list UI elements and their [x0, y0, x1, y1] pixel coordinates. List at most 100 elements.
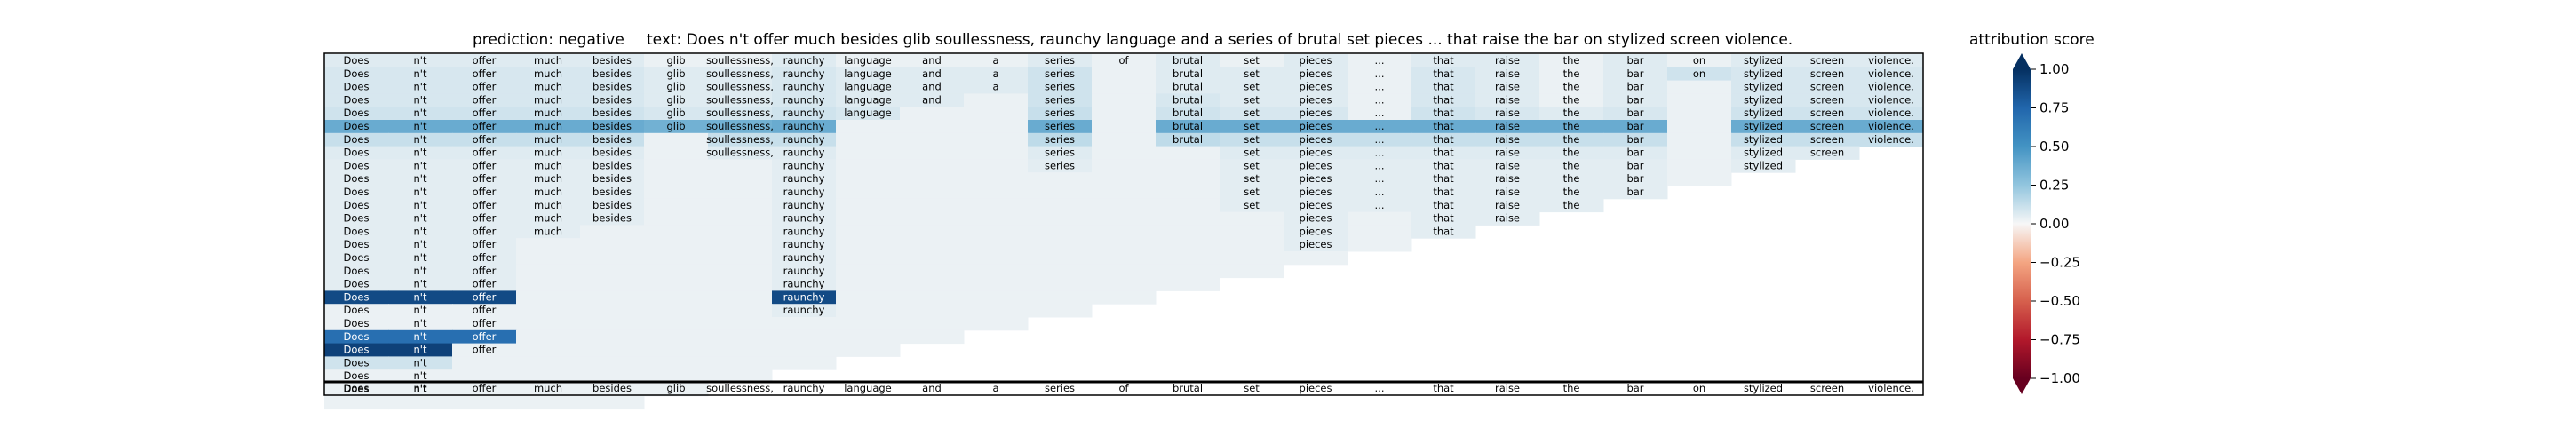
- heatmap-cell-label: stylized: [1744, 54, 1783, 67]
- token-axis-label: on: [1693, 382, 1705, 394]
- heatmap-cell-label: offer: [473, 81, 497, 93]
- heatmap-cell: [964, 317, 1029, 331]
- heatmap-cell: [708, 238, 773, 252]
- heatmap-cell: [516, 329, 581, 345]
- heatmap-cell-label: raise: [1495, 67, 1520, 80]
- heatmap-cell: [1348, 211, 1412, 226]
- heatmap-cell-label: brutal: [1173, 120, 1203, 132]
- token-axis-label: violence.: [1868, 382, 1914, 394]
- heatmap-cell-label: n't: [414, 93, 427, 106]
- heatmap-cell-label: n't: [414, 172, 427, 185]
- heatmap-cell-label: stylized: [1744, 133, 1783, 146]
- heatmap-cell: [1859, 93, 1924, 107]
- heatmap-cell-label: the: [1563, 120, 1580, 132]
- heatmap-cell: [836, 67, 901, 82]
- heatmap-cell: [1092, 132, 1157, 147]
- heatmap-cell: [388, 93, 453, 107]
- heatmap-cell-label: offer: [473, 212, 497, 225]
- heatmap-cell-label: much: [534, 186, 562, 198]
- heatmap-cell: [836, 54, 901, 68]
- heatmap-cell-label: raunchy: [783, 81, 825, 93]
- heatmap-cell: [452, 251, 517, 266]
- heatmap-cell: [324, 369, 389, 384]
- heatmap-cell: [388, 395, 453, 410]
- heatmap-cell: [580, 343, 645, 357]
- heatmap-cell: [964, 120, 1029, 134]
- heatmap-cell: [580, 264, 645, 279]
- heatmap-cell-label: ...: [1375, 67, 1385, 80]
- heatmap-cell-label: raise: [1495, 199, 1520, 211]
- heatmap-cell: [388, 225, 453, 239]
- heatmap-cell-label: much: [534, 225, 562, 237]
- heatmap-cell-label: a: [992, 67, 998, 80]
- heatmap-cell-label: brutal: [1173, 67, 1203, 80]
- heatmap-cell-label: on: [1693, 67, 1705, 80]
- heatmap-cell-label: set: [1244, 54, 1260, 67]
- heatmap-cell: [1411, 132, 1476, 147]
- heatmap-cell-label: ...: [1375, 186, 1385, 198]
- heatmap-cell: [1028, 172, 1093, 186]
- heatmap-cell-label: besides: [592, 67, 632, 80]
- heatmap-cell-label: soullessness,: [706, 67, 774, 80]
- token-axis-label: besides: [592, 382, 632, 394]
- heatmap-cell-label: Does: [344, 212, 370, 225]
- heatmap-cell-label: on: [1693, 54, 1705, 67]
- heatmap-cell: [1603, 132, 1668, 147]
- heatmap-cell-label: Does: [344, 344, 370, 356]
- heatmap-cell: [964, 290, 1029, 305]
- heatmap-cell-label: set: [1244, 172, 1260, 185]
- heatmap-cell: [644, 317, 709, 331]
- heatmap-cell: [708, 186, 773, 200]
- heatmap-cell: [964, 93, 1029, 107]
- heatmap-cell-label: Does: [344, 107, 370, 119]
- token-axis-label: glib: [667, 382, 686, 394]
- heatmap-cell: [516, 395, 581, 410]
- heatmap-cell-label: n't: [414, 383, 427, 395]
- heatmap-cell: [772, 93, 837, 107]
- heatmap-cell: [516, 93, 581, 107]
- colorbar-extend-top: [2013, 53, 2031, 69]
- heatmap-cell: [516, 107, 581, 121]
- heatmap-cell: [836, 343, 901, 357]
- heatmap-cell: [388, 317, 453, 331]
- heatmap-cell: [1348, 67, 1412, 82]
- heatmap-cell-label: raunchy: [783, 147, 825, 159]
- heatmap-cell: [388, 132, 453, 147]
- heatmap-cell: [1220, 186, 1284, 200]
- heatmap-cell: [900, 172, 965, 186]
- heatmap-cell-label: besides: [592, 159, 632, 171]
- heatmap-cell-label: that: [1433, 107, 1454, 119]
- heatmap-cell: [1795, 93, 1860, 107]
- heatmap-cell: [1092, 251, 1157, 266]
- heatmap-cell: [1284, 120, 1348, 134]
- heatmap-cell: [1092, 93, 1157, 107]
- heatmap-cell: [580, 369, 645, 384]
- heatmap-cell-label: series: [1045, 159, 1075, 171]
- heatmap-cell: [580, 383, 645, 397]
- heatmap-cell: [964, 159, 1029, 173]
- heatmap-cell: [1284, 93, 1348, 107]
- heatmap-cell: [900, 317, 965, 331]
- heatmap-cell-label: offer: [473, 199, 497, 211]
- heatmap-cell: [964, 264, 1029, 279]
- heatmap-cell-label: and: [922, 81, 942, 93]
- colorbar-tick-label: 0.75: [2039, 100, 2069, 116]
- heatmap-cell: [452, 146, 517, 160]
- heatmap-cell: [708, 343, 773, 357]
- heatmap-cell-label: and: [922, 54, 942, 67]
- heatmap-cell: [772, 225, 837, 239]
- heatmap-cell-label: glib: [667, 107, 686, 119]
- heatmap-cell: [1156, 211, 1220, 226]
- heatmap-cell: [1475, 54, 1540, 68]
- heatmap-cell: [900, 290, 965, 305]
- heatmap-cell: [452, 304, 517, 318]
- heatmap-cell: [1539, 93, 1604, 107]
- heatmap-cell-label: besides: [592, 120, 632, 132]
- heatmap-cell-label: that: [1433, 93, 1454, 106]
- heatmap-cell: [1348, 80, 1412, 94]
- heatmap-cell: [900, 120, 965, 134]
- heatmap-cell-label: raise: [1495, 93, 1520, 106]
- heatmap-cell-label: glib: [667, 67, 686, 80]
- heatmap-cell-label: that: [1433, 81, 1454, 93]
- heatmap-cell: [324, 159, 389, 173]
